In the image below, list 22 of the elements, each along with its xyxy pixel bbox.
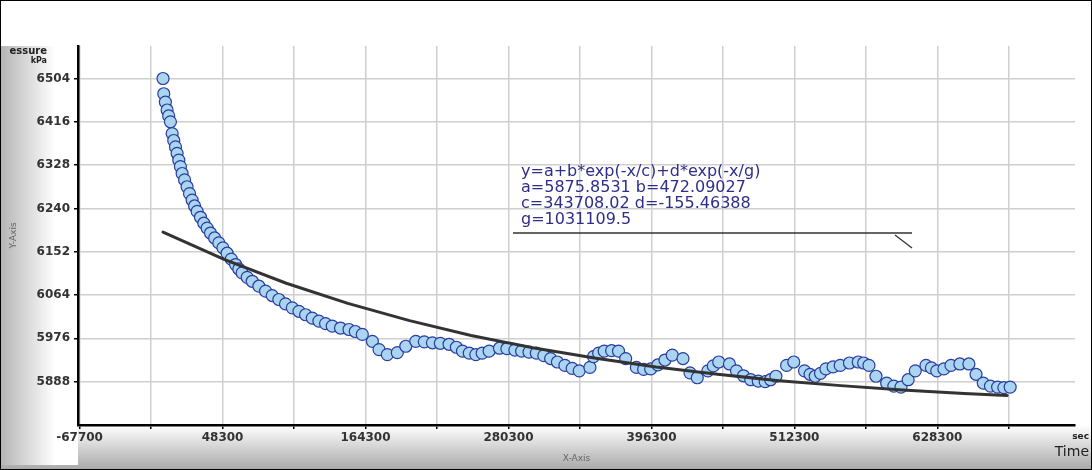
x-tick-label: 396300 xyxy=(626,430,677,445)
text: Time xyxy=(1053,442,1089,459)
y-tick-label: 6064 xyxy=(36,287,70,302)
y-tick-label: 5888 xyxy=(36,373,70,388)
x-tick-label: 164300 xyxy=(340,430,391,445)
y-tick-label: 5976 xyxy=(36,330,70,345)
y-tick-label: 6328 xyxy=(36,157,70,172)
x-tick-label: 48300 xyxy=(201,430,244,445)
text: essure xyxy=(9,44,48,56)
x-axis-title: X-Axis xyxy=(562,452,591,463)
x-tick-label: 628300 xyxy=(912,430,963,445)
y-tick-label: 6152 xyxy=(36,243,70,258)
y-tick-label: 6504 xyxy=(36,70,70,85)
annotation: y=a+b*exp(-x/c)+d*exp(-x/g) xyxy=(521,161,761,181)
x-tick-label: -67700 xyxy=(56,430,103,445)
x-tick-label: 512300 xyxy=(769,430,820,445)
text: kPa xyxy=(30,56,47,66)
y-tick-label: 6240 xyxy=(36,200,70,215)
text: sec xyxy=(1072,431,1089,442)
y-axis-title: Y-Axis xyxy=(7,222,18,250)
y-tick-label: 6416 xyxy=(36,113,70,128)
x-tick-label: 280300 xyxy=(483,430,534,445)
